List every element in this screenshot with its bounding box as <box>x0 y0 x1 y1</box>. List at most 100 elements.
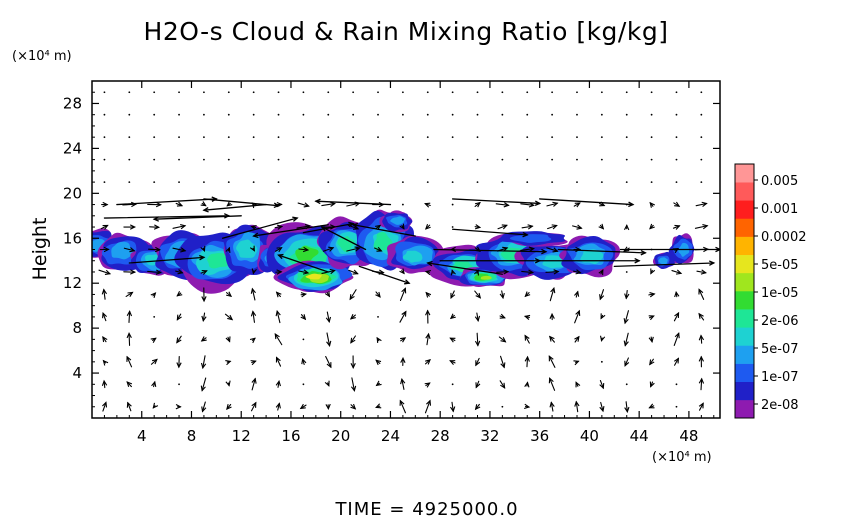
colorbar-swatch <box>735 327 754 346</box>
jet-vector <box>221 217 298 239</box>
vector-grid-dot <box>227 91 230 94</box>
vector-grid-dot <box>650 136 653 139</box>
vector-grid-dot <box>178 91 180 94</box>
wind-vector <box>700 335 703 344</box>
wind-vector <box>546 247 559 252</box>
wind-vector-head <box>251 377 257 384</box>
wind-vector-head <box>425 332 431 339</box>
wind-vector <box>326 311 330 323</box>
vector-grid-dot <box>252 181 255 184</box>
wind-vector-head <box>200 336 207 342</box>
wind-vector-head <box>698 312 704 319</box>
wind-vector-head <box>101 379 108 386</box>
wind-vector <box>474 290 481 299</box>
wind-vector-head <box>649 201 656 208</box>
wind-vector-head <box>326 340 332 347</box>
wind-vector-head <box>624 360 630 367</box>
wind-vector <box>526 356 529 368</box>
vector-grid-dot <box>625 158 628 161</box>
vector-grid-dot <box>103 158 106 161</box>
time-readout: TIME = 4925000.0 <box>334 499 518 519</box>
wind-vector-head <box>552 247 559 253</box>
jet-vector <box>203 203 267 211</box>
colorbar-swatch <box>735 272 754 292</box>
vector-grid-dot <box>401 158 404 161</box>
wind-vector <box>201 401 206 412</box>
jet-vector-head <box>351 222 359 229</box>
wind-vector <box>322 247 334 252</box>
wind-vector-head <box>574 290 580 297</box>
wind-vector-head <box>553 269 560 275</box>
vector-grid-dot <box>501 158 504 161</box>
wind-vector-head <box>623 224 630 231</box>
cloud-field <box>92 209 695 294</box>
vector-grid-dot <box>451 226 454 228</box>
vector-grid-dot <box>625 113 628 116</box>
vector-grid-dot <box>600 91 603 94</box>
wind-vector-head <box>176 362 182 369</box>
wind-vector-head <box>524 381 530 388</box>
vector-grid-dot <box>700 113 703 116</box>
jet-vector-head <box>426 260 433 267</box>
vector-grid-dot <box>352 113 355 116</box>
x-tick-label: 4 <box>137 427 147 445</box>
wind-vector <box>298 248 309 251</box>
wind-vector-head <box>180 247 187 253</box>
vector-grid-dot <box>327 136 330 139</box>
wind-vector-head <box>500 362 506 369</box>
wind-vector-head <box>425 291 432 298</box>
vector-grid-dot <box>327 158 330 161</box>
wind-vector <box>698 288 705 300</box>
wind-vector-head <box>475 292 482 299</box>
wind-vector-head <box>650 268 656 275</box>
wind-vector-head <box>698 377 705 384</box>
wind-vector-head <box>154 246 162 253</box>
wind-vector-head <box>126 310 133 317</box>
vector-grid-dot <box>277 113 280 116</box>
vector-grid-dot <box>153 181 156 184</box>
jet-vector-head <box>202 207 209 213</box>
vector-grid-dot <box>401 181 404 184</box>
vector-grid-dot <box>526 181 529 184</box>
colorbar-swatch <box>735 363 754 383</box>
wind-vector-head <box>180 224 187 230</box>
vector-grid-dot <box>551 113 554 116</box>
colorbar-swatch <box>735 381 754 401</box>
vector-grid-dot <box>526 91 529 94</box>
wind-vector-head <box>674 201 681 207</box>
wind-vector <box>625 401 628 413</box>
wind-vector <box>476 312 479 322</box>
vector-grid-dot <box>302 136 305 139</box>
vector-grid-dot <box>451 383 454 386</box>
jet-vector <box>451 228 528 236</box>
vector-grid-dot <box>451 91 454 94</box>
wind-vector-head <box>500 382 506 389</box>
vector-grid-dot <box>277 158 280 161</box>
wind-vector-head <box>301 357 307 365</box>
wind-vector-head <box>575 246 582 253</box>
colorbar-label: 0.001 <box>761 202 798 217</box>
wind-vector-head <box>151 380 157 387</box>
wind-vector-head <box>475 360 481 367</box>
wind-vector-head <box>329 201 336 207</box>
vector-grid-dot <box>203 91 205 94</box>
vector-grid-dot <box>377 136 379 139</box>
vector-grid-dot <box>377 113 379 116</box>
wind-vector-head <box>575 309 581 317</box>
wind-vector-head <box>598 269 604 276</box>
wind-vector-head <box>127 291 134 297</box>
vector-grid-dot <box>128 181 131 184</box>
jet-vector <box>539 198 634 206</box>
vector-grid-dot <box>675 136 678 139</box>
wind-vector-head <box>225 336 231 343</box>
vector-grid-dot <box>426 181 429 184</box>
vector-grid-dot <box>227 181 230 184</box>
wind-vector-head <box>350 385 357 392</box>
jet-vector-head <box>348 221 355 228</box>
vector-grid-dot <box>451 181 454 184</box>
wind-vector-head <box>425 309 431 316</box>
vector-grid-dot <box>576 181 578 184</box>
vector-grid-dot <box>600 360 603 363</box>
wind-vector-head <box>674 311 680 319</box>
wind-vector <box>399 400 406 414</box>
